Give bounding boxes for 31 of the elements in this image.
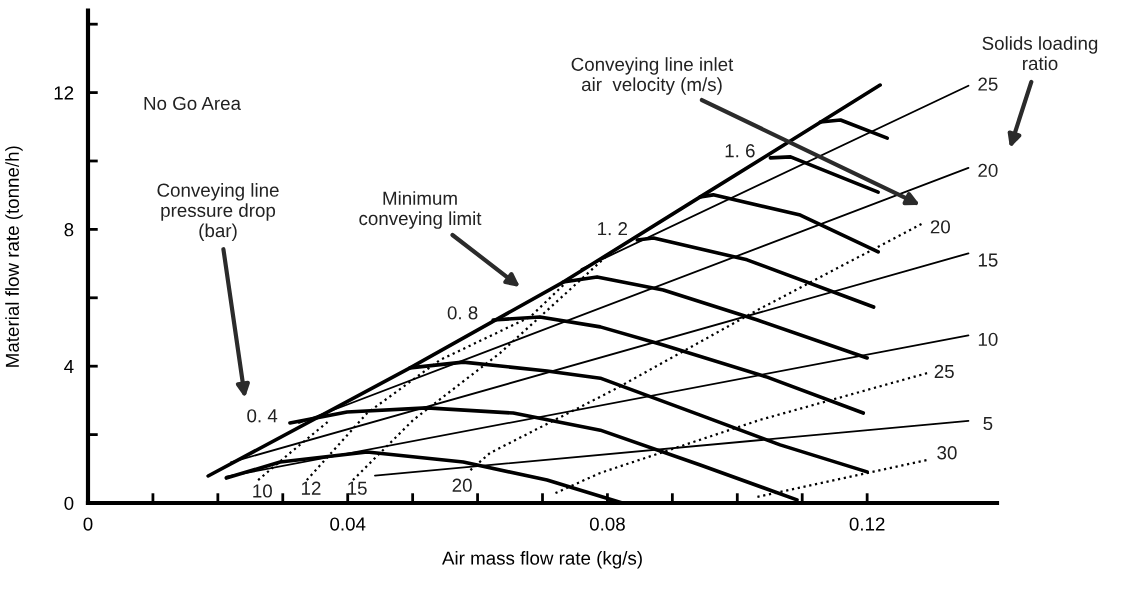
annotation: Conveying line pressure drop (bar) (157, 183, 279, 241)
series-label: 25 (978, 77, 998, 91)
series-label: 30 (937, 446, 957, 460)
series-label: 15 (978, 253, 998, 267)
series-label: 15 (348, 481, 367, 495)
y-tick-label: 4 (64, 360, 74, 373)
series-label: 0. 4 (247, 409, 278, 423)
text: 20 (452, 478, 472, 492)
series-label: 20 (930, 220, 950, 234)
y-tick-label: 0 (64, 496, 74, 510)
y-tick-label: 12 (54, 86, 74, 100)
series-label: 1. 6 (725, 144, 755, 158)
x-tick-label: 0.08 (589, 517, 625, 531)
x-tick-label: 0.04 (330, 517, 366, 531)
annotation: Solids loading ratio (982, 36, 1098, 71)
series-label: 10 (253, 484, 272, 498)
x-tick-label: 0.12 (849, 517, 885, 531)
y-tick-label: 8 (64, 223, 74, 237)
series-label: 5 (983, 417, 993, 431)
series-label: 25 (934, 364, 954, 379)
series-label: 0. 8 (447, 306, 478, 320)
series-label: 1. 2 (598, 222, 627, 236)
series-label: 12 (301, 481, 321, 495)
x-axis-title: Air mass flow rate (kg/s) (442, 551, 642, 569)
annotation: Conveying line inlet air velocity (m/s) (571, 57, 734, 95)
y-axis-title: Material flow rate (tonne/h) (5, 146, 23, 367)
annotation: Minimum conveying limit (359, 191, 482, 229)
series-label: 10 (978, 332, 998, 346)
annotation: No Go Area (144, 96, 241, 111)
series-label: 20 (978, 163, 998, 178)
x-tick-label: 0 (83, 517, 93, 531)
